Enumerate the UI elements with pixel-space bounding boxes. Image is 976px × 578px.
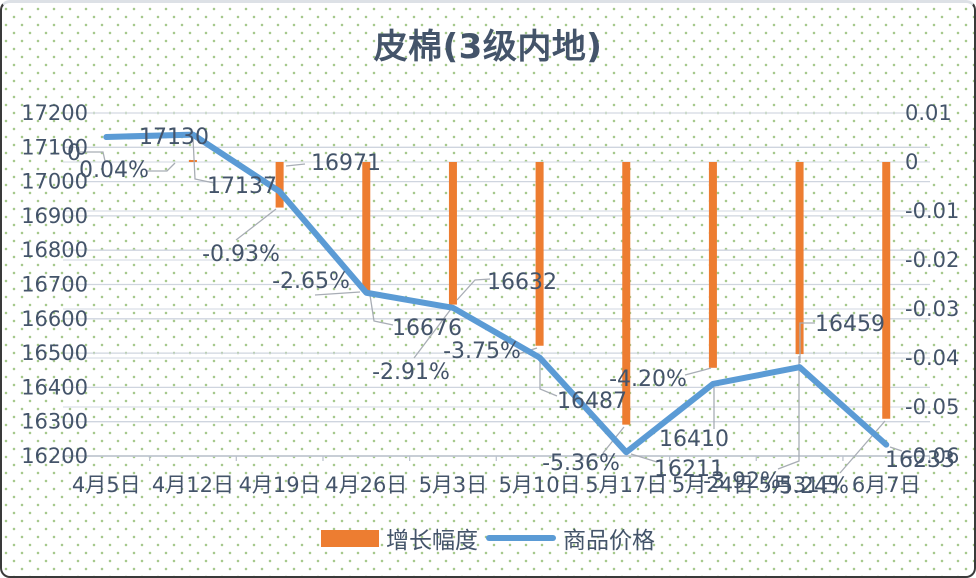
leader-line xyxy=(630,453,658,463)
right-axis-tick-label: -0.05 xyxy=(905,395,959,419)
growth-data-label: 0 xyxy=(67,141,81,166)
price-data-label: 16233 xyxy=(885,448,955,473)
left-axis-tick-label: 17000 xyxy=(21,170,88,194)
legend-item-growth-rate[interactable]: 增长幅度 xyxy=(321,521,478,555)
left-axis-tick-label: 16800 xyxy=(21,238,88,262)
leader-line xyxy=(235,208,277,241)
x-axis-category-label: 6月7日 xyxy=(852,473,921,497)
bar-series[interactable] xyxy=(188,160,891,425)
x-axis-category-label: 4月5日 xyxy=(72,473,141,497)
leader-line xyxy=(799,322,815,363)
left-axis-tick-label: 16600 xyxy=(21,307,88,331)
left-axis-tick-label: 16700 xyxy=(21,273,88,297)
left-axis-tick-label: 16200 xyxy=(21,444,88,468)
leader-line xyxy=(192,137,215,184)
leader-line xyxy=(839,420,886,474)
left-axis-tick-label: 16900 xyxy=(21,204,88,228)
bar-2[interactable] xyxy=(275,162,284,208)
leader-line xyxy=(539,360,558,397)
x-axis-category-label: 4月19日 xyxy=(239,473,321,497)
price-data-label: 17137 xyxy=(207,174,277,199)
leader-line xyxy=(889,446,903,452)
right-axis-tick-label: 0.01 xyxy=(905,101,952,125)
right-axis-tick-label: 0 xyxy=(905,150,918,174)
price-data-label: 17130 xyxy=(139,125,209,150)
chart-title: 皮棉(3级内地) xyxy=(373,27,603,67)
bar-3[interactable] xyxy=(362,162,371,292)
bar-5[interactable] xyxy=(535,162,544,346)
right-axis-tick-label: -0.02 xyxy=(905,248,959,272)
legend-label-commodity-price: 商品价格 xyxy=(563,528,655,554)
growth-data-label: -5.36% xyxy=(542,451,620,476)
leader-line xyxy=(777,356,800,470)
price-data-label: 16487 xyxy=(557,389,627,414)
price-data-label: 16676 xyxy=(392,316,462,341)
leader-line xyxy=(285,163,306,167)
chart-plot-area: 17200 17100 17000 16900 16800 16700 16600 16500… xyxy=(21,101,959,499)
growth-data-label: -2.65% xyxy=(272,269,350,294)
right-axis-tick-label: -0.04 xyxy=(905,346,959,370)
growth-data-label: 0.04% xyxy=(79,158,149,183)
x-axis-category-label: 5月3日 xyxy=(419,473,488,497)
growth-data-label: -3.92% xyxy=(703,469,781,494)
bar-1[interactable] xyxy=(188,160,197,162)
bar-series-swatch xyxy=(321,529,379,547)
price-data-label: 16971 xyxy=(311,151,381,176)
left-axis-tick-label: 16500 xyxy=(21,341,88,365)
x-axis-category-label: 5月24日 xyxy=(672,473,754,497)
x-axis-category-label: 4月12日 xyxy=(152,473,234,497)
data-label-leader-lines xyxy=(80,134,903,474)
price-data-label: 16410 xyxy=(659,427,729,452)
price-line-series[interactable] xyxy=(103,131,890,456)
legend-label-growth-rate: 增长幅度 xyxy=(386,528,478,554)
price-data-label: 16211 xyxy=(654,457,724,482)
growth-data-label: -5.24% xyxy=(771,474,849,499)
left-axis-tick-label: 16300 xyxy=(21,410,88,434)
right-axis-tick-label: -0.01 xyxy=(905,199,959,223)
chart-legend: 增长幅度 商品价格 xyxy=(2,521,974,555)
growth-data-label: -2.91% xyxy=(372,360,450,385)
growth-data-label: -3.75% xyxy=(443,339,521,364)
leader-line xyxy=(684,367,712,376)
leader-line xyxy=(146,162,176,172)
growth-data-label: -0.93% xyxy=(202,242,280,267)
x-axis-category-label: 5月31日 xyxy=(759,473,841,497)
leader-line xyxy=(80,151,106,162)
leader-line xyxy=(456,278,491,301)
left-axis-tick-label: 17100 xyxy=(21,135,88,159)
bar-6[interactable] xyxy=(622,162,631,425)
leader-line xyxy=(314,291,361,296)
price-data-label: 16459 xyxy=(815,312,885,337)
right-axis-tick-label: -0.06 xyxy=(905,444,959,468)
x-axis-category-label: 5月10日 xyxy=(499,473,581,497)
leader-line xyxy=(369,294,394,326)
x-axis-category-label: 5月17日 xyxy=(585,473,667,497)
right-axis-tick-label: -0.03 xyxy=(905,297,959,321)
legend-item-commodity-price[interactable]: 商品价格 xyxy=(486,521,655,555)
line-series-swatch xyxy=(486,535,556,541)
price-data-label: 16632 xyxy=(487,270,557,295)
left-axis-tick-label: 17200 xyxy=(21,101,88,125)
bar-4[interactable] xyxy=(448,162,457,305)
x-axis-category-label: 4月26日 xyxy=(325,473,407,497)
bar-7[interactable] xyxy=(708,162,717,368)
leader-line xyxy=(413,308,452,359)
growth-data-label: -4.20% xyxy=(609,367,687,392)
bar-8[interactable] xyxy=(795,162,804,355)
left-axis-tick-label: 16400 xyxy=(21,375,88,399)
x-axis xyxy=(62,455,931,461)
bar-9[interactable] xyxy=(882,162,891,419)
